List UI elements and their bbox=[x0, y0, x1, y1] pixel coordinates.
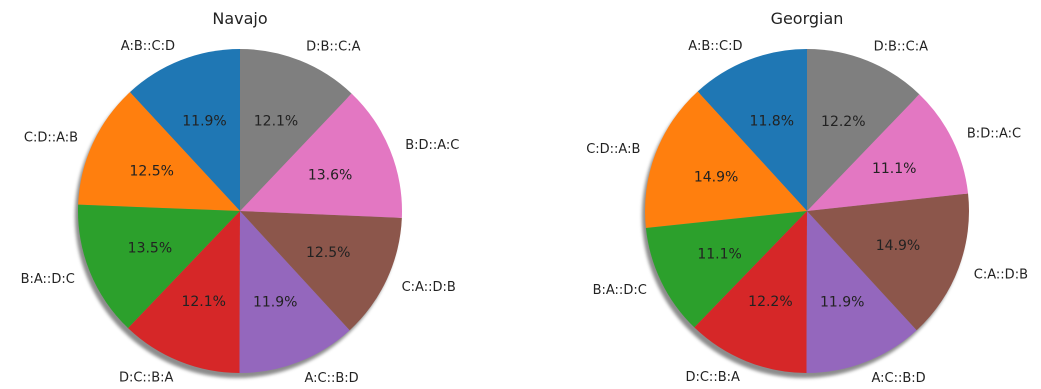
pct-label: 12.1% bbox=[181, 294, 225, 310]
pie-title: Georgian bbox=[771, 9, 844, 28]
category-label: B:D::A:C bbox=[405, 138, 459, 153]
pct-label: 14.9% bbox=[876, 238, 920, 254]
category-label: C:D::A:B bbox=[24, 131, 78, 146]
pie-slice-d-b-c-a bbox=[807, 49, 920, 211]
category-label: B:A::D:C bbox=[21, 272, 75, 287]
pie-slice-c-d-a-b bbox=[78, 92, 241, 211]
pie-slice-d-b-c-a bbox=[240, 48, 352, 211]
pct-label: 14.9% bbox=[694, 170, 738, 186]
pie-slice-a-c-b-d bbox=[239, 211, 350, 374]
pie-slice-b-d-a-c bbox=[240, 93, 402, 218]
pie-slice-d-c-b-a bbox=[128, 211, 240, 373]
category-label: A:B::C:D bbox=[121, 39, 175, 54]
pie-slice-b-a-d-c bbox=[645, 211, 807, 328]
category-label: B:A::D:C bbox=[593, 283, 647, 298]
pct-label: 12.5% bbox=[129, 163, 173, 179]
pct-label: 12.2% bbox=[748, 294, 792, 310]
category-label: C:A::D:B bbox=[402, 280, 456, 295]
category-label: A:C::B:D bbox=[305, 371, 359, 385]
pct-label: 12.5% bbox=[306, 245, 350, 261]
pie-title: Navajo bbox=[212, 9, 267, 28]
pct-label: 12.2% bbox=[821, 114, 865, 130]
category-label: C:A::D:B bbox=[974, 268, 1028, 283]
pct-label: 11.9% bbox=[820, 295, 864, 311]
pie-slice-c-d-a-b bbox=[644, 91, 807, 228]
pie-slice-d-c-b-a bbox=[694, 211, 807, 373]
pct-label: 11.1% bbox=[697, 247, 741, 263]
pct-label: 13.6% bbox=[308, 168, 352, 184]
pie-chart-georgian: Georgian11.8%A:B::C:D14.9%C:D::A:B11.1%B… bbox=[586, 9, 1028, 386]
pct-label: 11.1% bbox=[872, 161, 916, 177]
pct-label: 11.8% bbox=[750, 113, 794, 129]
pct-label: 11.9% bbox=[182, 114, 226, 130]
pie-slice-b-a-d-c bbox=[77, 204, 240, 329]
pie-slice-a-b-c-d bbox=[697, 49, 807, 211]
category-label: D:B::C:A bbox=[874, 40, 929, 55]
category-label: A:C::B:D bbox=[872, 371, 926, 385]
pie-slice-a-c-b-d bbox=[806, 211, 917, 374]
category-label: C:D::A:B bbox=[586, 142, 640, 157]
pie-slice-b-d-a-c bbox=[807, 94, 969, 211]
pie-slice-a-b-c-d bbox=[129, 49, 240, 211]
category-label: B:D::A:C bbox=[967, 126, 1021, 141]
pct-label: 12.1% bbox=[254, 114, 298, 130]
category-label: D:C::B:A bbox=[119, 370, 174, 385]
pct-label: 13.5% bbox=[128, 241, 172, 257]
pie-slice-c-a-d-b bbox=[240, 211, 402, 331]
category-label: D:C::B:A bbox=[685, 370, 740, 385]
category-label: A:B::C:D bbox=[688, 39, 742, 54]
pie-slice-c-a-d-b bbox=[807, 193, 969, 331]
category-label: D:B::C:A bbox=[306, 40, 361, 55]
pct-label: 11.9% bbox=[253, 295, 297, 311]
